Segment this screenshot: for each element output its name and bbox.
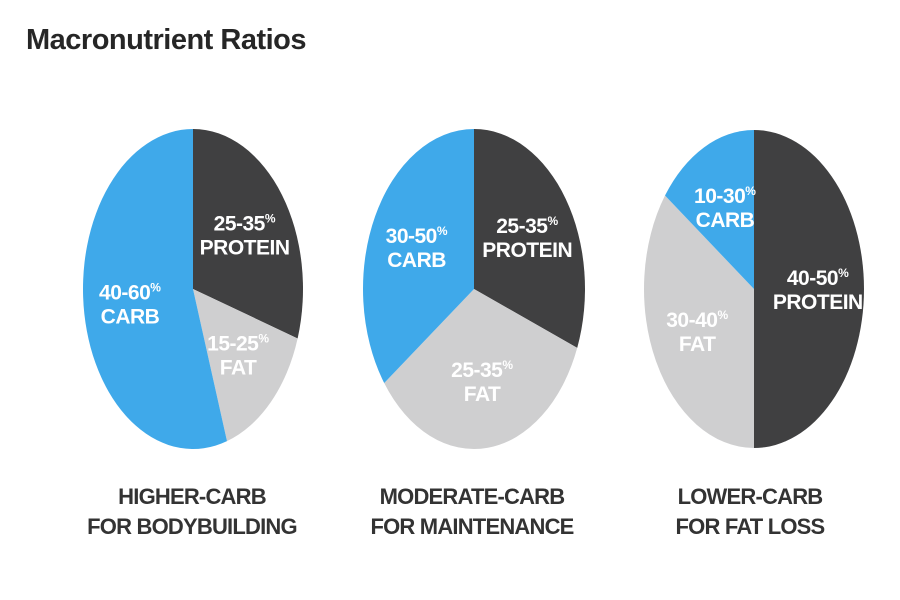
caption-line: MODERATE-CARB [379, 484, 566, 509]
pie-slice-carb [83, 129, 227, 449]
slice-label-fat: 15-25% FAT [207, 332, 269, 380]
pie-slice-fat [193, 289, 298, 442]
slice-label-protein: 25-35% PROTEIN [200, 212, 290, 260]
slice-name: FAT [464, 383, 501, 406]
slice-label-protein: 25-35% PROTEIN [482, 214, 572, 262]
slice-range: 25-35 [214, 213, 266, 236]
slice-unit: % [547, 214, 558, 228]
pie-slice-carb [665, 130, 754, 289]
slice-range: 15-25 [207, 333, 259, 356]
pie-slice-fat [384, 289, 578, 450]
pie-slice-protein [193, 128, 304, 339]
slice-unit: % [717, 308, 728, 322]
caption-line: FOR MAINTENANCE [370, 514, 574, 539]
slice-range: 40-50 [787, 267, 838, 290]
caption-line: LOWER-CARB [677, 484, 824, 509]
slice-unit: % [150, 281, 161, 295]
slice-name: CARB [101, 306, 160, 329]
slice-label-fat: 25-35% FAT [451, 358, 513, 406]
caption-line: HIGHER-CARB [118, 484, 266, 509]
caption-line: FOR BODYBUILDING [87, 514, 297, 539]
slice-label-carb: 10-30% CARB [694, 184, 756, 232]
slice-name: FAT [220, 357, 257, 380]
pie-slice-protein [754, 130, 864, 448]
caption-moderate-carb: MODERATE-CARB FOR MAINTENANCE [342, 482, 602, 542]
slice-name: FAT [679, 333, 716, 356]
slice-range: 30-40 [666, 309, 717, 332]
pie-slice-fat [644, 195, 754, 448]
slice-unit: % [745, 184, 756, 198]
pie-slice-carb [362, 129, 474, 384]
slice-range: 25-35 [496, 215, 548, 238]
caption-line: FOR FAT LOSS [675, 514, 826, 539]
caption-higher-carb: HIGHER-CARB FOR BODYBUILDING [62, 482, 322, 542]
slice-unit: % [258, 332, 269, 346]
slice-unit: % [265, 212, 276, 226]
slice-name: PROTEIN [773, 291, 863, 314]
slice-unit: % [838, 266, 849, 280]
page-title: Macronutrient Ratios [26, 24, 307, 56]
slice-unit: % [502, 358, 513, 372]
slice-label-protein: 40-50% PROTEIN [773, 266, 863, 314]
slice-unit: % [437, 224, 448, 238]
slice-label-carb: 30-50% CARB [386, 224, 448, 272]
slice-name: CARB [696, 209, 755, 232]
slice-range: 25-35 [451, 359, 503, 382]
slice-range: 30-50 [386, 225, 437, 248]
slice-label-fat: 30-40% FAT [666, 308, 728, 356]
slice-range: 10-30 [694, 185, 745, 208]
slice-name: PROTEIN [482, 239, 572, 262]
slice-range: 40-60 [99, 282, 150, 305]
slice-label-carb: 40-60% CARB [99, 281, 161, 329]
pie-slice-protein [474, 129, 586, 348]
caption-lower-carb: LOWER-CARB FOR FAT LOSS [620, 482, 880, 542]
slice-name: CARB [387, 249, 446, 272]
slice-name: PROTEIN [200, 237, 290, 260]
